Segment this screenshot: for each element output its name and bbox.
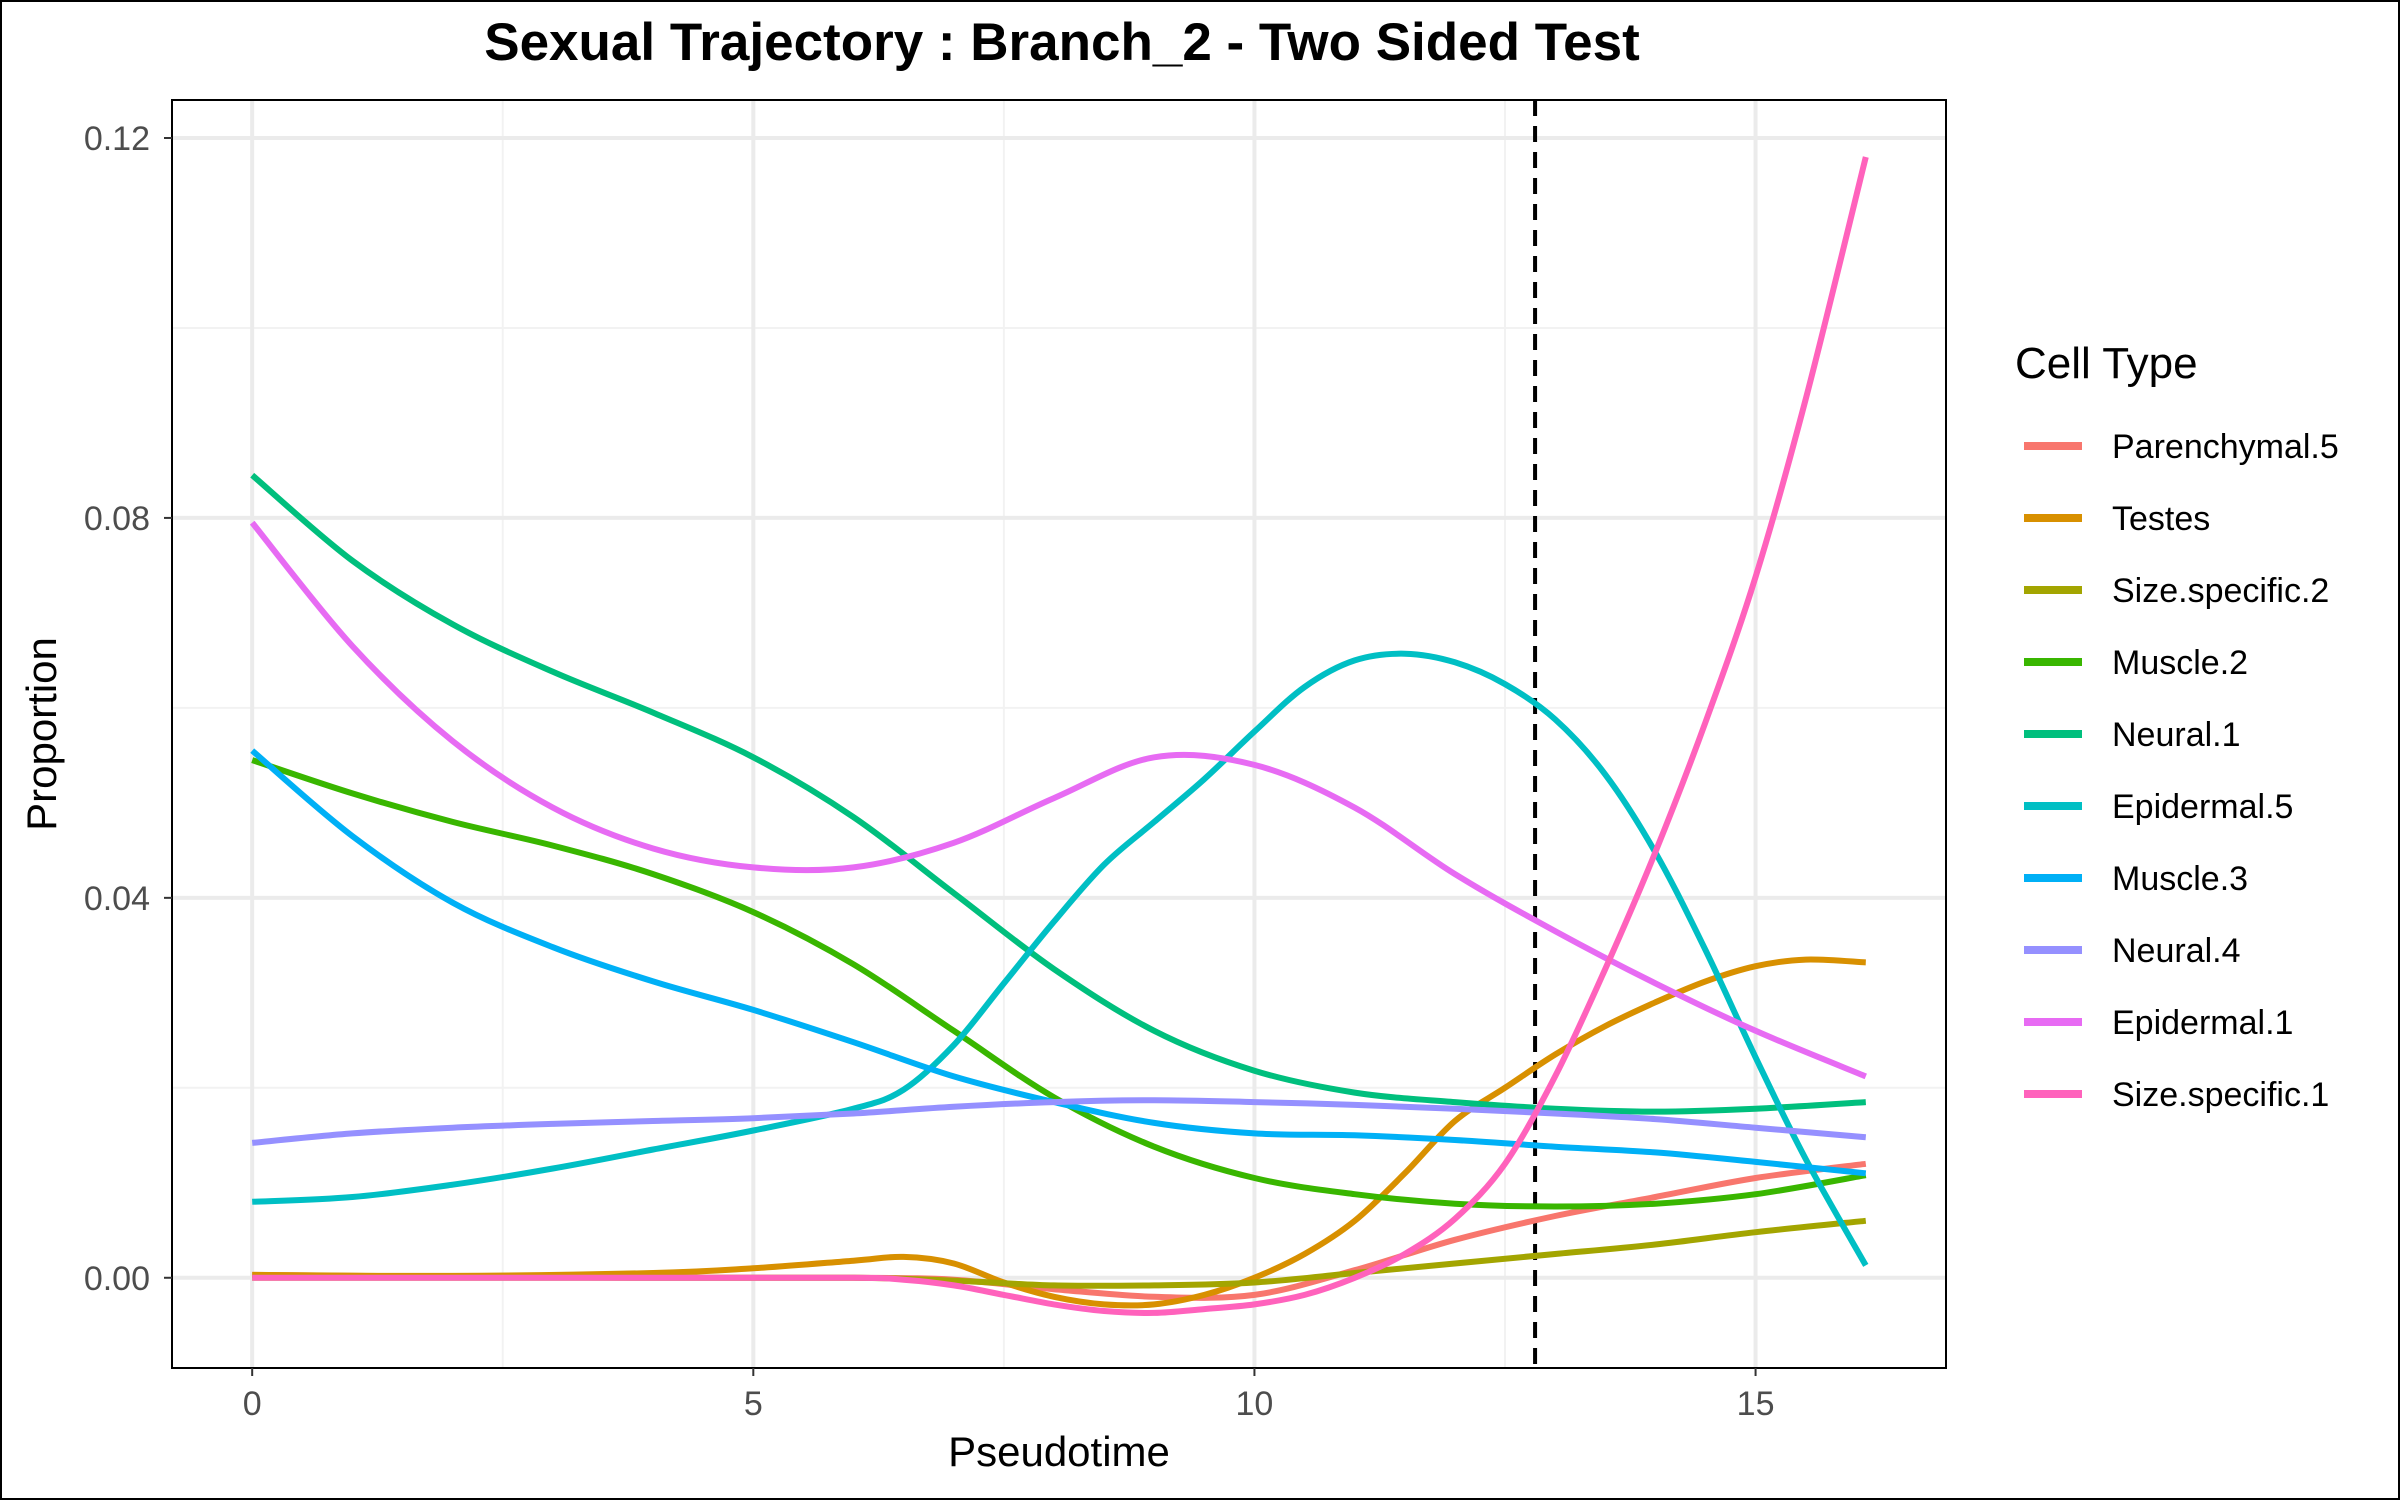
legend: Cell Type Parenchymal.5 Testes Size.specif… — [2015, 339, 2339, 1114]
legend-items: Parenchymal.5 Testes Size.specific.2 Muscle… — [2024, 428, 2339, 1114]
gridlines — [172, 100, 1946, 1368]
legend-label-testes: Testes — [2112, 500, 2210, 538]
y-tick-label: 0.00 — [84, 1260, 150, 1298]
legend-label-epidermal-1: Epidermal.1 — [2112, 1004, 2293, 1042]
legend-label-size-specific-1: Size.specific.1 — [2112, 1076, 2329, 1114]
series-line-neural-1 — [250, 472, 1866, 1115]
series-line-neural-4 — [251, 1097, 1867, 1146]
legend-title: Cell Type — [2015, 339, 2198, 388]
legend-label-muscle-3: Muscle.3 — [2112, 860, 2248, 898]
legend-label-muscle-2: Muscle.2 — [2112, 644, 2248, 682]
series-line-epidermal-1 — [249, 520, 1867, 1080]
x-tick-label: 0 — [243, 1385, 262, 1423]
legend-label-neural-4: Neural.4 — [2112, 932, 2241, 970]
y-axis-title: Proportion — [18, 637, 65, 831]
y-tick-label: 0.12 — [84, 120, 150, 158]
series-line-size-specific-1 — [252, 156, 1869, 1316]
legend-label-size-specific-2: Size.specific.2 — [2112, 572, 2329, 610]
series-line-muscle-2 — [251, 757, 1867, 1210]
x-tick-label: 15 — [1737, 1385, 1775, 1423]
x-axis-ticks: 0 5 10 15 — [243, 1368, 1775, 1423]
plot-panel-border — [171, 99, 1947, 1369]
x-tick-label: 5 — [744, 1385, 763, 1423]
x-tick-label: 10 — [1236, 1385, 1274, 1423]
legend-label-parenchymal-5: Parenchymal.5 — [2112, 428, 2339, 466]
y-axis-ticks: 0.00 0.04 0.08 0.12 — [84, 120, 172, 1298]
legend-label-neural-1: Neural.1 — [2112, 716, 2241, 754]
x-axis-title: Pseudotime — [948, 1428, 1170, 1475]
series-line-testes — [252, 956, 1866, 1309]
y-tick-label: 0.04 — [84, 880, 150, 918]
legend-label-epidermal-5: Epidermal.5 — [2112, 788, 2293, 826]
series-line-epidermal-5 — [252, 650, 1869, 1267]
y-tick-label: 0.08 — [84, 500, 150, 538]
chart-title: Sexual Trajectory : Branch_2 - Two Sided… — [484, 13, 1640, 72]
series-lines — [249, 156, 1869, 1316]
